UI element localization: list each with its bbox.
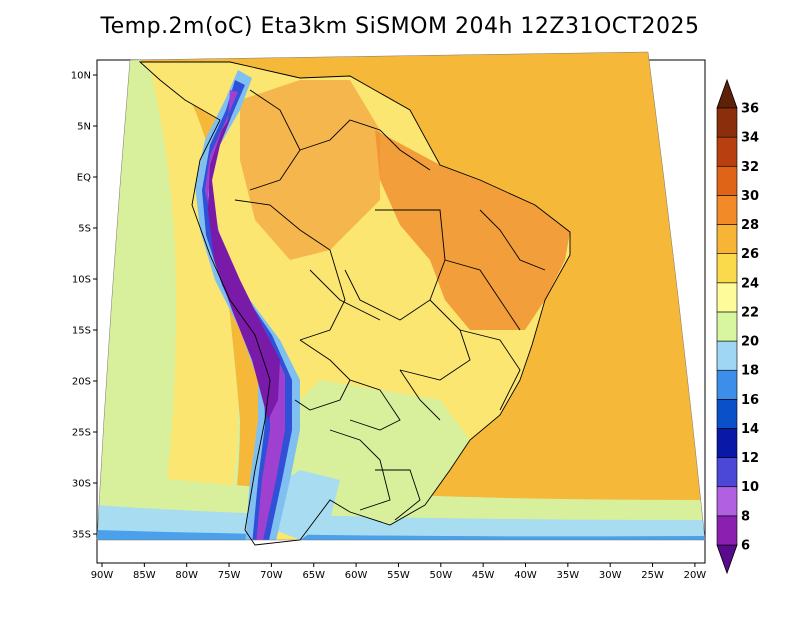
state-border-mt <box>309 269 381 321</box>
colorbar-label: 30 <box>741 189 759 204</box>
colorbar-box <box>716 195 738 225</box>
lon-tick-label: 60W <box>345 570 368 581</box>
border-paraguay <box>349 379 401 431</box>
map-title: Temp.2m(oC) Eta3km SiSMOM 204h 12Z31OCT2… <box>100 14 700 39</box>
lat-tick-label: 5S <box>78 224 91 235</box>
lat-tick-label: 5N <box>77 122 91 133</box>
lat-tick-label: EQ <box>77 173 91 184</box>
colorbar-box <box>716 340 738 371</box>
state-border-minas <box>459 329 521 411</box>
lon-tick-label: 70W <box>260 570 283 581</box>
colorbar: 6 8 10 12 14 16 18 20 22 24 26 28 30 32 34 36 <box>716 78 759 575</box>
domain-outline <box>96 51 706 541</box>
lon-tick-label: 35W <box>557 570 580 581</box>
border-argentina <box>329 429 391 511</box>
lon-tick-label: 20W <box>684 570 707 581</box>
state-border-ne <box>479 209 546 271</box>
lat-tick-label: 10N <box>71 71 91 82</box>
lon-tick-label: 85W <box>133 570 156 581</box>
lat-tick-label: 10S <box>72 275 91 286</box>
border-guianas <box>379 129 431 171</box>
colorbar-label: 28 <box>741 218 759 233</box>
colorbar-box <box>716 253 738 284</box>
colorbar-box <box>716 457 738 488</box>
colorbar-box <box>716 136 738 167</box>
political-borders <box>138 61 571 546</box>
colorbar-label: 20 <box>741 335 759 350</box>
lat-tick-label: 15S <box>72 326 91 337</box>
colorbar-box <box>716 282 738 313</box>
latitude-axis: 10N 5N EQ 5S 10S 15S 20S 25S 30S 35S <box>71 71 97 541</box>
lat-tick-label: 35S <box>72 530 91 541</box>
border-peru <box>234 199 346 341</box>
south-cool-land <box>275 470 340 540</box>
colorbar-label: 18 <box>741 364 759 379</box>
lon-tick-label: 75W <box>218 570 241 581</box>
lon-tick-label: 25W <box>641 570 664 581</box>
colorbar-label: 6 <box>741 539 750 554</box>
colorbar-label: 34 <box>741 131 759 146</box>
state-border-north <box>444 259 521 331</box>
colorbar-label: 8 <box>741 509 750 524</box>
lon-tick-label: 50W <box>429 570 452 581</box>
hot-region-northeast <box>375 130 570 330</box>
lon-tick-label: 30W <box>599 570 622 581</box>
temperature-field <box>97 52 705 540</box>
coastline <box>138 61 571 546</box>
lon-tick-label: 65W <box>302 570 325 581</box>
lat-tick-label: 30S <box>72 479 91 490</box>
colorbar-arrow-bottom <box>716 544 738 575</box>
colorbar-label: 32 <box>741 160 759 175</box>
lon-tick-label: 90W <box>91 570 114 581</box>
colorbar-box <box>716 428 738 458</box>
colorbar-box <box>716 369 738 400</box>
colorbar-box <box>716 311 738 342</box>
state-border-sp <box>399 369 441 421</box>
lat-tick-label: 20S <box>72 377 91 388</box>
border-bolivia <box>294 339 351 411</box>
colorbar-label: 10 <box>741 480 759 495</box>
colorbar-box <box>716 224 738 254</box>
colorbar-label: 24 <box>741 276 759 291</box>
colorbar-label: 14 <box>741 422 759 437</box>
colorbar-box <box>716 515 738 546</box>
border-venezuela <box>299 119 381 151</box>
andes-band-purple <box>208 115 280 420</box>
colorbar-label: 16 <box>741 393 759 408</box>
colorbar-label: 36 <box>741 102 759 117</box>
colorbar-box <box>716 486 738 517</box>
longitude-axis: 90W 85W 80W 75W 70W 65W 60W 55W 50W 45W 40W 35W 30W 2… <box>91 563 707 581</box>
colorbar-box <box>716 399 738 429</box>
colorbar-label: 22 <box>741 305 759 320</box>
lat-tick-label: 25S <box>72 428 91 439</box>
colorbar-label: 12 <box>741 451 759 466</box>
lon-tick-label: 55W <box>387 570 410 581</box>
lon-tick-label: 45W <box>472 570 495 581</box>
colorbar-box <box>716 165 738 196</box>
colorbar-arrow-top <box>716 78 738 109</box>
state-border-goias <box>399 299 471 381</box>
border-uruguay <box>375 469 421 521</box>
lon-tick-label: 40W <box>514 570 537 581</box>
colorbar-box <box>716 107 738 138</box>
colorbar-label: 26 <box>741 247 759 262</box>
ocean-warm-band <box>560 70 690 360</box>
lon-tick-label: 80W <box>175 570 198 581</box>
